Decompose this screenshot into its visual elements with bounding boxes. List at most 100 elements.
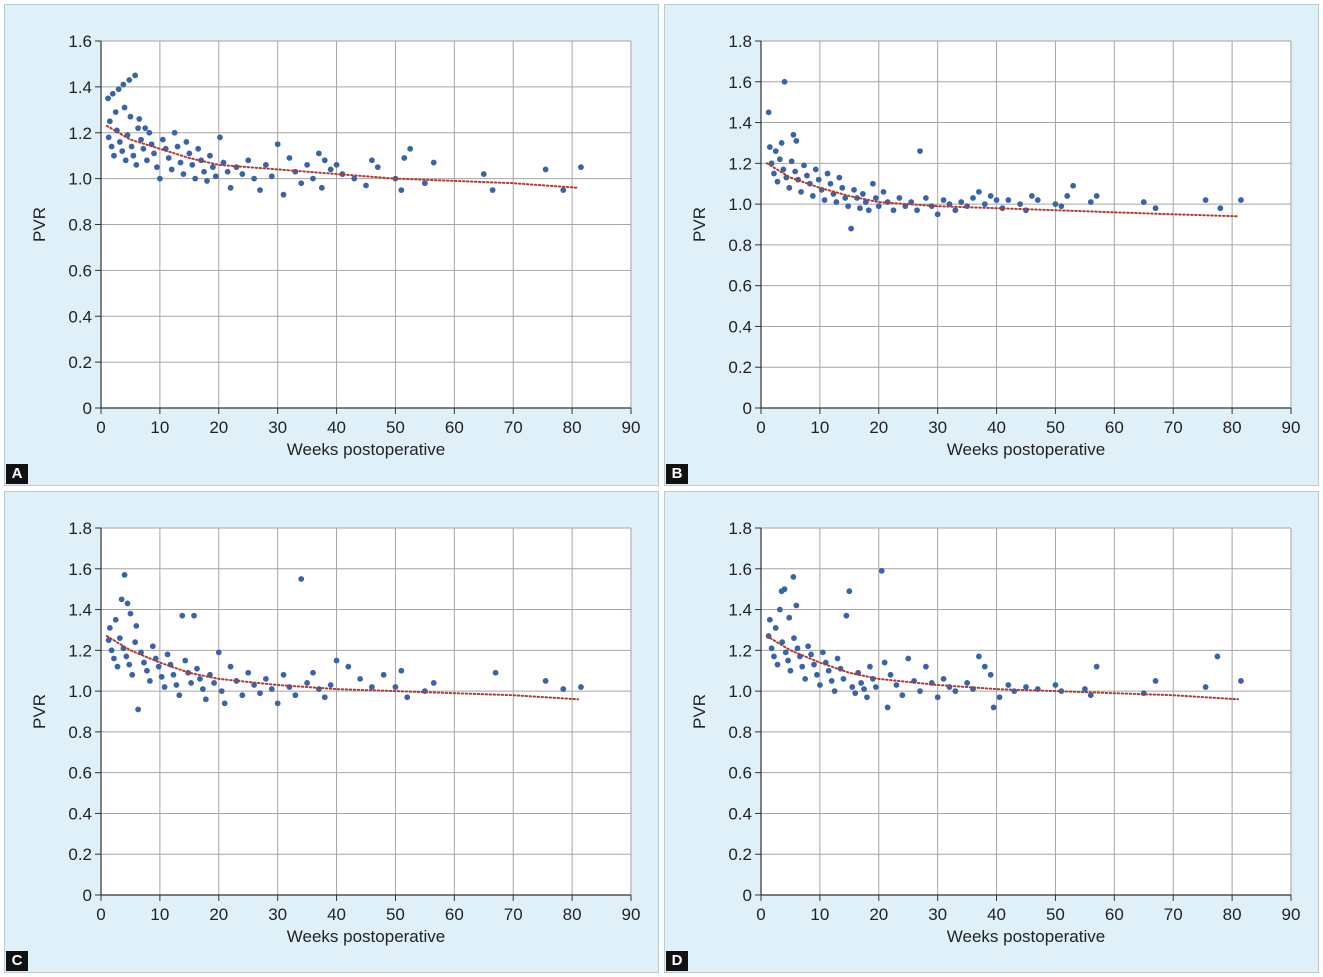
- data-point: [239, 171, 246, 177]
- data-point: [772, 148, 779, 155]
- data-point: [793, 602, 800, 609]
- data-point: [958, 199, 965, 205]
- data-point: [1081, 686, 1088, 692]
- y-tick-label: 1.6: [68, 32, 92, 51]
- data-point: [176, 692, 183, 699]
- data-point: [333, 657, 340, 664]
- data-point: [111, 655, 117, 662]
- data-point: [191, 612, 197, 619]
- data-point: [792, 168, 799, 175]
- x-tick-label: 50: [1046, 905, 1065, 924]
- y-tick-label: 0.6: [728, 277, 752, 296]
- data-point: [304, 161, 311, 168]
- data-point: [280, 191, 287, 198]
- data-point: [964, 680, 971, 686]
- chart-panel-a: 0 10 20 30 40 50 60 70 80 90 0 0.2 0.4 0.6 0.8 1.0 1.2 1.…: [4, 4, 659, 486]
- data-point: [327, 682, 334, 688]
- data-point: [122, 157, 129, 164]
- data-point: [327, 166, 334, 173]
- data-point: [129, 671, 136, 678]
- x-axis-label: Weeks postoperative: [947, 440, 1105, 459]
- data-point: [108, 647, 115, 654]
- x-tick-label: 70: [1164, 418, 1183, 437]
- y-tick-label: 0.4: [68, 804, 92, 823]
- data-point: [161, 684, 168, 690]
- data-point: [840, 675, 847, 682]
- data-point: [118, 596, 125, 603]
- data-point: [848, 225, 854, 232]
- data-point: [192, 175, 199, 182]
- data-point: [975, 188, 982, 195]
- y-tick-label: 1.4: [728, 114, 752, 133]
- data-point: [578, 164, 584, 171]
- data-point: [1087, 199, 1094, 205]
- x-tick-label: 10: [810, 418, 829, 437]
- data-point: [1087, 692, 1094, 699]
- data-point: [952, 688, 959, 695]
- data-point: [578, 684, 584, 690]
- data-point: [798, 188, 804, 195]
- data-point: [109, 90, 116, 97]
- data-point: [996, 694, 1003, 701]
- data-point: [827, 180, 834, 187]
- data-point: [492, 669, 499, 676]
- data-point: [112, 109, 119, 116]
- data-point: [1023, 684, 1029, 690]
- data-point: [1152, 678, 1159, 684]
- data-point: [204, 178, 210, 184]
- data-point: [245, 157, 252, 164]
- data-point: [852, 690, 859, 697]
- data-point: [189, 161, 196, 168]
- x-tick-label: 20: [209, 905, 228, 924]
- data-point: [869, 180, 876, 187]
- x-tick-label: 40: [987, 418, 1006, 437]
- data-point: [318, 184, 325, 191]
- data-point: [880, 188, 887, 195]
- panel-label-a: A: [6, 464, 28, 484]
- x-tick-label: 10: [150, 418, 169, 437]
- x-axis-label: Weeks postoperative: [287, 927, 445, 946]
- data-point: [380, 671, 387, 678]
- data-point: [194, 665, 200, 672]
- data-point: [174, 143, 181, 150]
- data-point: [772, 625, 779, 631]
- data-point: [893, 682, 900, 688]
- data-point: [245, 669, 252, 676]
- data-point: [1070, 182, 1077, 189]
- data-point: [124, 600, 131, 607]
- data-point: [111, 152, 117, 159]
- data-point: [274, 700, 281, 707]
- y-tick-label: 1.0: [68, 682, 92, 701]
- y-tick-label: 1.8: [728, 519, 752, 538]
- data-point: [363, 182, 369, 189]
- data-point: [834, 655, 841, 662]
- y-tick-label: 1.4: [728, 601, 752, 620]
- data-point: [791, 635, 797, 641]
- data-point: [1202, 197, 1209, 203]
- data-point: [227, 184, 234, 191]
- data-point: [126, 77, 133, 83]
- y-tick-label: 0.2: [68, 353, 92, 372]
- data-point: [884, 704, 891, 711]
- data-point: [188, 680, 195, 686]
- data-point: [304, 680, 311, 686]
- y-tick-label: 1.2: [68, 124, 92, 143]
- x-tick-label: 0: [756, 905, 765, 924]
- x-tick-label: 0: [96, 905, 105, 924]
- data-point: [398, 667, 405, 674]
- data-point: [970, 195, 976, 201]
- data-point: [202, 696, 209, 703]
- data-point: [899, 692, 906, 699]
- data-point: [842, 195, 849, 201]
- x-tick-label: 50: [386, 418, 405, 437]
- data-point: [115, 86, 122, 93]
- data-point: [374, 164, 381, 171]
- data-point: [108, 143, 115, 150]
- data-point: [542, 166, 549, 173]
- data-point: [136, 116, 143, 122]
- plot-area: [761, 528, 1291, 895]
- y-tick-label: 0: [743, 399, 752, 418]
- data-point: [1052, 682, 1059, 688]
- trend-line: [765, 162, 1239, 218]
- y-tick-label: 1.6: [728, 73, 752, 92]
